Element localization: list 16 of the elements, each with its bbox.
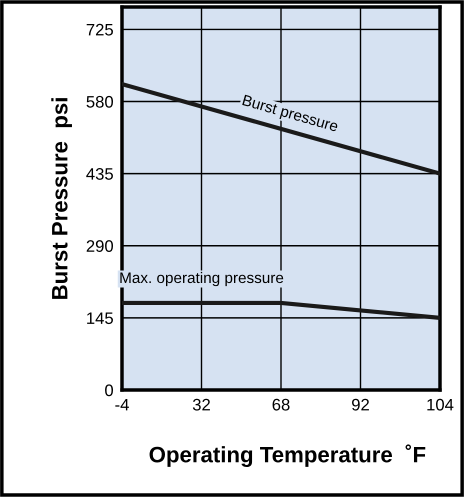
y-axis-title: Burst Pressure psi [51, 98, 72, 299]
x-tick-label: 92 [352, 398, 369, 411]
y-tick-label: 435 [86, 168, 113, 180]
y-tick-label: 145 [87, 312, 113, 324]
y-tick-label: 0 [105, 384, 114, 396]
y-tick-label: 725 [86, 24, 113, 36]
series-label: Max. operating pressure [120, 272, 284, 286]
y-tick-label: 290 [86, 240, 114, 252]
y-tick-label: 580 [86, 96, 114, 108]
x-tick-label: 104 [427, 398, 454, 411]
x-axis-title: Operating Temperature ˚F [150, 444, 426, 467]
x-tick-label: 32 [192, 398, 210, 411]
line-series [122, 82, 440, 176]
text: Burst pressure [241, 94, 339, 135]
x-tick-label: 68 [272, 398, 290, 411]
x-tick-label: -4 [115, 398, 129, 410]
